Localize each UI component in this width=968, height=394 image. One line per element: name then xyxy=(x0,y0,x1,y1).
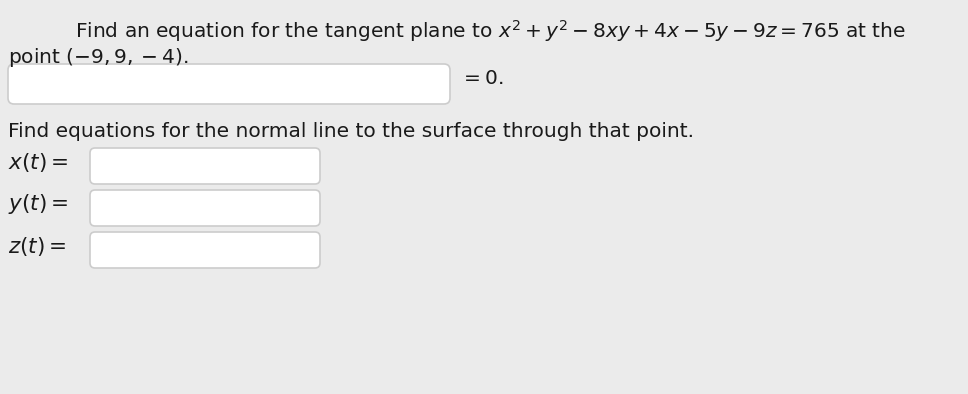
Text: $y(t) =$: $y(t) =$ xyxy=(8,192,69,216)
FancyBboxPatch shape xyxy=(90,190,320,226)
Text: $= 0.$: $= 0.$ xyxy=(460,69,503,87)
Text: $x(t) =$: $x(t) =$ xyxy=(8,151,69,173)
Text: point $(-9, 9, -4)$.: point $(-9, 9, -4)$. xyxy=(8,46,189,69)
FancyBboxPatch shape xyxy=(90,232,320,268)
Text: Find an equation for the tangent plane to $x^2 + y^2 - 8xy + 4x - 5y - 9z = 765$: Find an equation for the tangent plane t… xyxy=(75,18,906,44)
Text: Find equations for the normal line to the surface through that point.: Find equations for the normal line to th… xyxy=(8,122,694,141)
FancyBboxPatch shape xyxy=(8,64,450,104)
FancyBboxPatch shape xyxy=(90,148,320,184)
Text: $z(t) =$: $z(t) =$ xyxy=(8,234,67,258)
